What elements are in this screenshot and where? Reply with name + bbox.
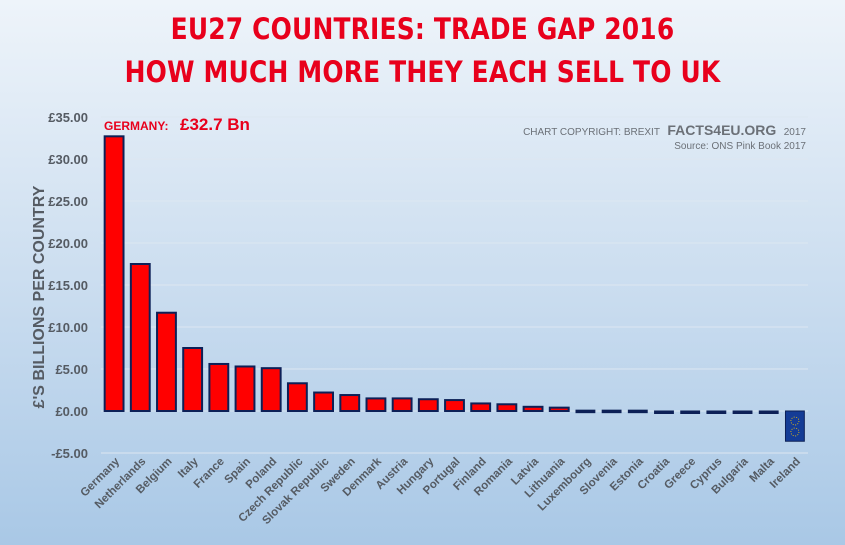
bar-poland [260, 367, 282, 413]
bar-malta [758, 410, 779, 414]
y-tick-label: £20.00 [48, 236, 88, 251]
y-tick-label: £5.00 [55, 362, 88, 377]
y-axis-label: £'S BILLIONS PER COUNTRY [31, 185, 48, 408]
bar-romania [496, 403, 518, 412]
bar-lithuania [548, 406, 570, 413]
bar-italy [182, 347, 204, 412]
chart-subtitle: HOW MUCH MORE THEY EACH SELL TO UK [124, 55, 721, 89]
bar-denmark [365, 397, 387, 412]
y-tick-label: £25.00 [48, 194, 88, 209]
y-tick-label: £10.00 [48, 320, 88, 335]
bar-sweden [339, 394, 361, 413]
bar-ireland [784, 410, 805, 442]
bar-latvia [522, 405, 544, 412]
bar-germany [103, 135, 125, 412]
bar-slovak-republic [313, 391, 335, 412]
bar-spain [234, 365, 256, 413]
bar-portugal [444, 399, 465, 412]
bar-estonia [627, 409, 648, 414]
y-tick-label: £30.00 [48, 152, 88, 167]
source-text: Source: ONS Pink Book 2017 [674, 141, 806, 152]
y-tick-label: £35.00 [48, 110, 88, 125]
bar-belgium [156, 311, 177, 412]
annotation-value: £32.7 Bn [180, 115, 250, 134]
bar-netherlands [129, 263, 151, 412]
bar-greece [680, 410, 701, 414]
bar-finland [470, 402, 492, 413]
copyright-year: 2017 [784, 127, 807, 138]
bar-hungary [417, 398, 439, 412]
copyright-prefix: CHART COPYRIGHT: BREXIT [523, 127, 660, 138]
bar-bulgaria [732, 410, 753, 414]
chart-title: EU27 COUNTRIES: TRADE GAP 2016 [170, 12, 675, 46]
y-tick-label: £0.00 [55, 404, 88, 419]
bar-croatia [654, 410, 674, 414]
copyright-brand: FACTS4EU.ORG [667, 122, 776, 138]
eu-stars-icon [790, 416, 800, 426]
bar-austria [391, 397, 413, 412]
annotation-label: GERMANY: [104, 119, 168, 133]
bar-czech-republic [286, 382, 308, 412]
y-tick-label: -£5.00 [51, 446, 88, 461]
bar-luxembourg [575, 409, 596, 414]
bar-cyprus [706, 410, 727, 414]
bar-france [208, 362, 230, 412]
copyright-text: CHART COPYRIGHT: BREXIT FACTS4EU.ORG 201… [523, 122, 806, 139]
eu-stars-icon [790, 427, 800, 437]
bar-slovenia [601, 409, 622, 414]
y-tick-label: £15.00 [48, 278, 88, 293]
